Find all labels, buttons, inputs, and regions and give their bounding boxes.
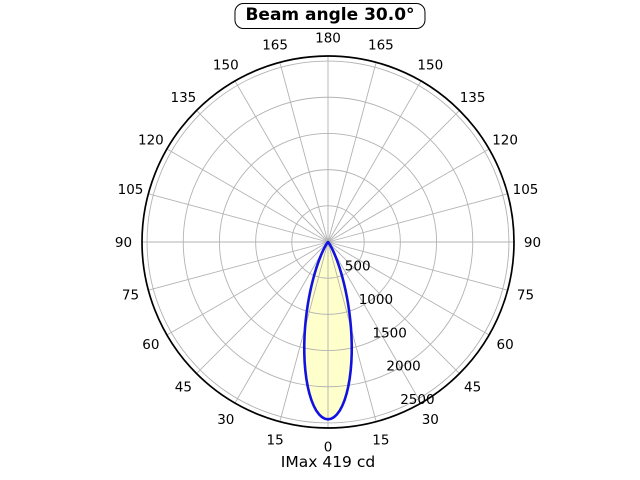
angle-tick-label: 150	[417, 58, 443, 74]
radial-tick-label: 1000	[359, 292, 393, 308]
angle-tick-label: 90	[524, 235, 541, 251]
angle-tick-label: 135	[460, 90, 486, 106]
chart-title: Beam angle 30.0°	[234, 3, 426, 29]
imax-label: IMax 419 cd	[280, 453, 376, 471]
outer-circle	[141, 55, 515, 429]
radial-tick-label: 2000	[386, 359, 420, 375]
angle-tick-label: 180	[315, 30, 341, 46]
angle-tick-label: 75	[122, 288, 139, 304]
angle-tick-label: 30	[217, 412, 234, 428]
angle-tick-label: 30	[422, 412, 439, 428]
angle-tick-label: 120	[492, 133, 518, 149]
angle-tick-label: 150	[213, 58, 239, 74]
angle-tick-label: 75	[517, 288, 534, 304]
angle-tick-label: 120	[138, 133, 164, 149]
angle-tick-label: 0	[324, 439, 333, 455]
angle-tick-label: 60	[497, 337, 514, 353]
angle-tick-label: 90	[115, 235, 132, 251]
radial-tick-label: 1500	[373, 325, 407, 341]
radial-tick-label: 2500	[400, 392, 434, 408]
angle-tick-label: 165	[368, 37, 394, 53]
beam-lobe-outline	[302, 240, 354, 421]
angle-tick-label: 105	[118, 182, 144, 198]
angle-tick-label: 45	[464, 379, 481, 395]
angle-tick-label: 15	[267, 432, 284, 448]
angle-spokes	[142, 56, 514, 428]
angle-tick-label: 45	[175, 379, 192, 395]
angle-tick-label: 165	[262, 37, 288, 53]
radial-labels: 500 1000 1500 2000 2500	[345, 258, 435, 408]
angle-tick-label: 15	[372, 432, 389, 448]
angle-tick-label: 135	[171, 90, 197, 106]
radial-tick-label: 500	[345, 258, 371, 274]
angle-tick-label: 60	[142, 337, 159, 353]
angle-labels: 0 15 15 30 30 45 45 60 60 75 75 90 90 105 105 120 120 135…	[115, 30, 541, 455]
angle-tick-label: 105	[513, 182, 539, 198]
